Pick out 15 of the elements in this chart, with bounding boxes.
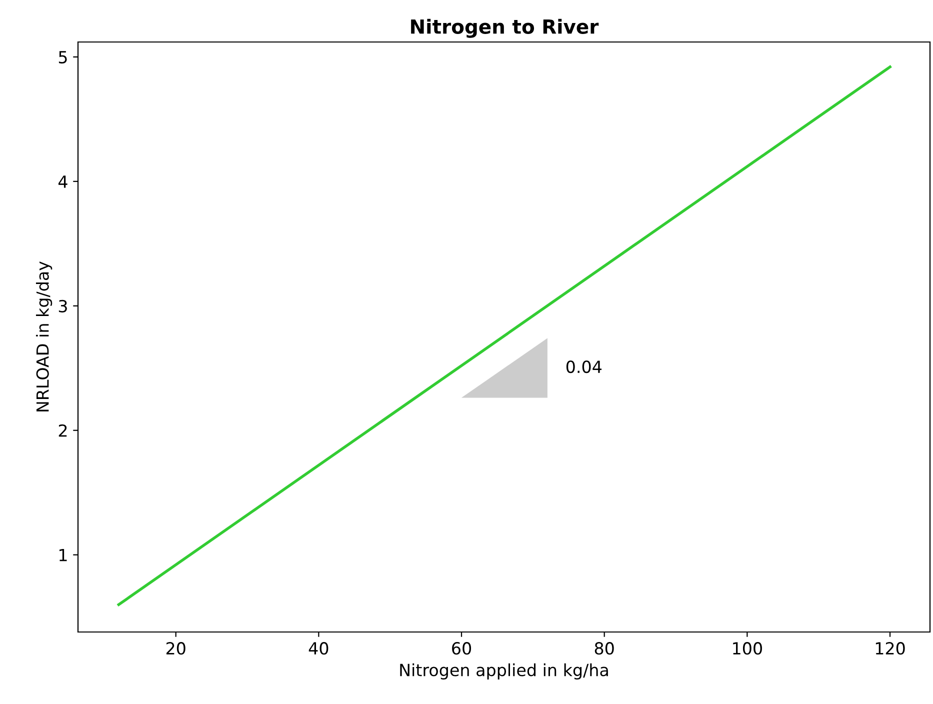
x-tick-label: 100: [733, 642, 762, 655]
x-tick-label: 120: [876, 642, 905, 655]
y-tick-label: 1: [60, 549, 67, 562]
chart-title: Nitrogen to River: [411, 18, 599, 38]
x-tick-label: 40: [308, 642, 328, 655]
x-axis-title: Nitrogen applied in kg/ha: [400, 663, 608, 680]
y-axis-title: NRLOAD in kg/day: [36, 261, 52, 412]
x-tick-label: 80: [594, 642, 614, 655]
x-tick-label: 60: [452, 642, 472, 655]
y-tick-label: 2: [58, 424, 67, 437]
annotation: 0.04: [566, 360, 602, 374]
y-tick-label: 5: [58, 51, 67, 64]
y-tick-label: 4: [58, 176, 68, 188]
x-tick-label: 20: [166, 642, 186, 655]
y-tick-label: 3: [58, 300, 67, 312]
